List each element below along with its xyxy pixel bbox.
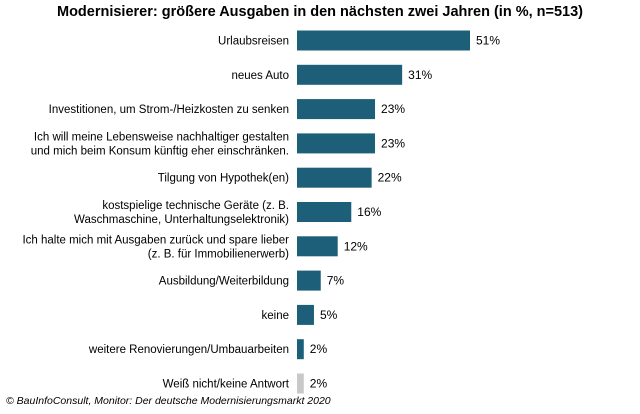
bar-2 bbox=[297, 99, 376, 120]
bar-1 bbox=[297, 64, 403, 85]
value-label-4: 22% bbox=[378, 171, 402, 185]
bar-8 bbox=[297, 304, 314, 325]
category-label-3-line-0: Ich will meine Lebensweise nachhaltiger … bbox=[34, 131, 289, 143]
bar-0 bbox=[297, 30, 470, 51]
bar-9 bbox=[297, 339, 304, 360]
value-label-1: 31% bbox=[408, 68, 432, 82]
value-label-0: 51% bbox=[476, 34, 500, 48]
category-label-5-line-0: kostspielige technische Geräte (z. B. bbox=[102, 200, 289, 212]
value-label-3: 23% bbox=[381, 136, 405, 150]
value-label-10: 2% bbox=[310, 377, 328, 391]
category-label-0: Urlaubsreisen bbox=[218, 36, 289, 48]
chart-title: Modernisierer: größere Ausgaben in den n… bbox=[56, 4, 584, 20]
value-labels: 51% 31% 23% 23% 22% 16% 12% 7% 5% 2% 2% bbox=[310, 34, 501, 391]
source-note: © BauInfoConsult, Monitor: Der deutsche … bbox=[6, 395, 331, 407]
bar-3 bbox=[297, 133, 376, 154]
category-label-6-line-0: Ich halte mich mit Ausgaben zurück und s… bbox=[22, 234, 289, 246]
category-label-7: Ausbildung/Weiterbildung bbox=[159, 276, 289, 288]
category-label-4: Tilgung von Hypothek(en) bbox=[158, 173, 289, 185]
bar-5 bbox=[297, 202, 352, 222]
value-label-5: 16% bbox=[357, 205, 381, 219]
value-label-6: 12% bbox=[344, 239, 368, 253]
bar-6 bbox=[297, 236, 338, 257]
bar-7 bbox=[297, 270, 321, 291]
value-label-8: 5% bbox=[320, 308, 338, 322]
category-label-5-line-1: Waschmaschine, Unterhaltungselektronik) bbox=[74, 214, 289, 226]
category-label-2: Investitionen, um Strom-/Heizkosten zu s… bbox=[49, 104, 289, 116]
bar-10 bbox=[297, 373, 304, 394]
bars bbox=[297, 30, 470, 394]
category-label-1: neues Auto bbox=[231, 70, 289, 82]
category-labels: Urlaubsreisen neues Auto Investitionen, um… bbox=[22, 36, 289, 391]
category-label-6-line-1: (z. B. für Immobilienerwerb) bbox=[148, 248, 289, 260]
value-label-7: 7% bbox=[327, 274, 345, 288]
category-label-10: Weiß nicht/keine Antwort bbox=[163, 379, 290, 391]
category-label-8: keine bbox=[262, 310, 290, 322]
value-label-2: 23% bbox=[381, 102, 405, 116]
bar-4 bbox=[297, 167, 372, 188]
value-label-9: 2% bbox=[310, 342, 328, 356]
category-label-9: weitere Renovierungen/Umbauarbeiten bbox=[88, 344, 289, 356]
category-label-3-line-1: und mich beim Konsum künftig eher einsch… bbox=[31, 145, 289, 157]
